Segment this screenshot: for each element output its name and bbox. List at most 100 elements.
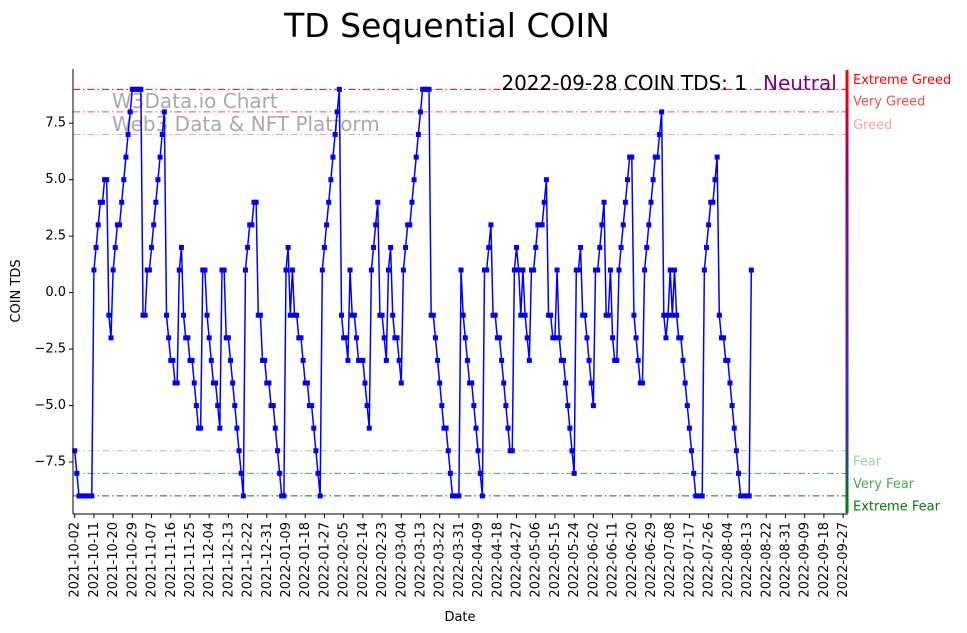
x-tick-label: 2021-10-20 — [106, 522, 121, 598]
data-point — [509, 448, 515, 454]
x-tick-label: 2022-01-09 — [279, 522, 294, 598]
data-point — [230, 380, 236, 386]
data-point — [108, 335, 114, 341]
data-point — [417, 109, 423, 115]
data-point — [185, 335, 191, 341]
data-point — [477, 470, 483, 476]
x-tick-label: 2022-03-22 — [433, 522, 448, 598]
x-tick-label: 2022-06-29 — [644, 522, 659, 598]
data-point — [353, 335, 359, 341]
data-point — [362, 380, 368, 386]
data-point — [520, 267, 526, 273]
data-point — [443, 425, 449, 431]
data-point — [556, 335, 562, 341]
data-point — [629, 154, 635, 160]
data-point — [746, 493, 752, 499]
x-tick-label: 2021-10-29 — [125, 522, 140, 598]
data-point — [650, 177, 656, 183]
data-point — [511, 267, 517, 273]
data-point — [631, 312, 637, 318]
x-tick-label: 2021-10-02 — [68, 522, 83, 598]
data-point — [381, 335, 387, 341]
data-point — [413, 154, 419, 160]
data-point — [575, 267, 581, 273]
data-point — [569, 448, 575, 454]
data-point — [610, 335, 616, 341]
data-point — [605, 312, 611, 318]
data-point — [74, 470, 80, 476]
data-point — [364, 403, 370, 409]
data-point — [539, 222, 545, 228]
data-point — [138, 86, 144, 92]
data-point — [225, 335, 231, 341]
data-point — [202, 267, 208, 273]
data-point — [727, 380, 733, 386]
data-point — [368, 267, 374, 273]
data-point — [106, 312, 112, 318]
data-point — [432, 335, 438, 341]
data-point — [236, 448, 242, 454]
x-tick-label: 2022-07-26 — [702, 522, 717, 598]
data-point — [456, 493, 462, 499]
data-point — [471, 403, 477, 409]
ref-label-4: Very Fear — [853, 477, 915, 492]
data-point — [503, 403, 509, 409]
data-point — [193, 403, 199, 409]
data-point — [178, 244, 184, 250]
data-point — [560, 357, 566, 363]
data-point — [217, 425, 223, 431]
watermark: W3Data.io Chart Web3 Data & NFT Platform — [112, 89, 380, 136]
ref-label-3: Fear — [853, 454, 882, 469]
data-point — [597, 244, 603, 250]
x-tick-label: 2022-02-14 — [356, 522, 371, 598]
data-point — [174, 380, 180, 386]
data-point — [266, 380, 272, 386]
data-point — [163, 312, 169, 318]
data-point — [648, 199, 654, 205]
data-point — [277, 470, 283, 476]
data-point — [514, 244, 520, 250]
x-tick-label: 2022-02-05 — [337, 522, 352, 598]
data-point — [328, 177, 334, 183]
data-point — [249, 222, 255, 228]
data-point — [383, 357, 389, 363]
data-point — [473, 425, 479, 431]
data-point — [373, 222, 379, 228]
data-point — [563, 380, 569, 386]
data-point — [330, 154, 336, 160]
data-point — [501, 380, 507, 386]
data-point — [400, 267, 406, 273]
data-point — [674, 312, 680, 318]
data-point — [522, 312, 528, 318]
data-point — [657, 132, 663, 138]
data-point — [684, 403, 690, 409]
data-point — [321, 244, 327, 250]
data-point — [584, 335, 590, 341]
data-point — [458, 267, 464, 273]
data-point — [554, 267, 560, 273]
y-tick-label: −7.5 — [34, 455, 66, 470]
data-point — [119, 199, 125, 205]
data-point — [298, 335, 304, 341]
data-point — [191, 380, 197, 386]
data-point — [253, 199, 259, 205]
data-point — [505, 425, 511, 431]
data-point — [601, 199, 607, 205]
data-point — [127, 109, 133, 115]
annotation-status: Neutral — [763, 71, 837, 95]
y-tick-label: 2.5 — [45, 229, 66, 244]
data-point — [543, 177, 549, 183]
data-point — [462, 335, 468, 341]
data-point — [324, 222, 330, 228]
x-tick-label: 2021-12-22 — [241, 522, 256, 598]
data-point — [464, 357, 470, 363]
data-point — [492, 312, 498, 318]
data-point — [716, 312, 722, 318]
data-point — [151, 222, 157, 228]
data-point — [669, 312, 675, 318]
data-point — [475, 448, 481, 454]
data-point — [595, 267, 601, 273]
data-point — [345, 357, 351, 363]
data-point — [415, 132, 421, 138]
